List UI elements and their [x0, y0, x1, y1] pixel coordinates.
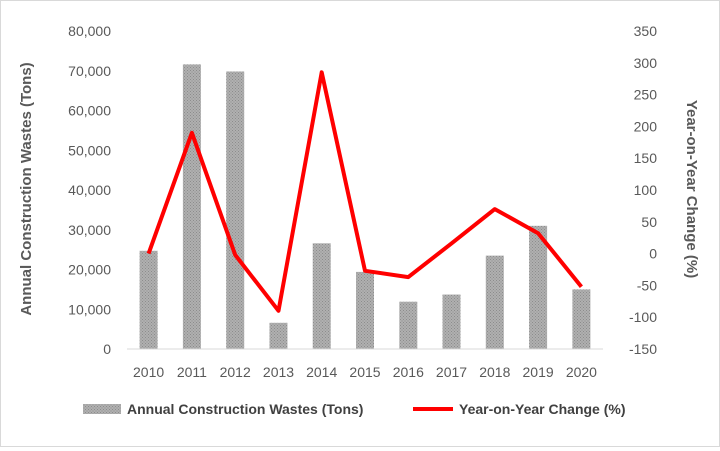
right-tick-label: 350: [634, 23, 658, 39]
x-tick-label: 2014: [306, 364, 337, 380]
bar: [572, 289, 591, 349]
right-tick-label: 0: [649, 246, 657, 262]
x-tick-label: 2020: [566, 364, 597, 380]
left-tick-label: 20,000: [68, 262, 111, 278]
x-tick-label: 2013: [263, 364, 294, 380]
left-axis-title: Annual Construction Wastes (Tons): [18, 62, 35, 315]
bar: [139, 250, 158, 349]
x-tick-label: 2017: [436, 364, 467, 380]
x-tick-label: 2018: [479, 364, 510, 380]
x-tick-label: 2011: [177, 364, 207, 380]
line-series: [146, 70, 583, 313]
bar: [269, 322, 288, 349]
bar: [226, 71, 245, 349]
bar: [442, 294, 461, 349]
right-tick-label: 200: [634, 118, 658, 134]
x-tick-label: 2019: [523, 364, 554, 380]
right-tick-label: -50: [637, 277, 657, 293]
left-axis-ticks: 0 10,000 20,000 30,000 40,000 50,000 60,000 70,…: [68, 23, 111, 357]
x-tick-label: 2010: [133, 364, 164, 380]
right-tick-label: 50: [641, 214, 657, 230]
x-tick-label: 2015: [349, 364, 380, 380]
left-tick-label: 30,000: [68, 222, 111, 238]
right-tick-label: -150: [629, 341, 657, 357]
legend-label-line: Year-on-Year Change (%): [459, 401, 626, 417]
legend-swatch-bar: [83, 404, 121, 414]
right-tick-label: 100: [634, 182, 658, 198]
bar: [529, 225, 548, 349]
bar-series: [139, 64, 591, 350]
right-tick-label: 250: [634, 87, 658, 103]
left-tick-label: 70,000: [68, 63, 111, 79]
left-tick-label: 60,000: [68, 103, 111, 119]
right-axis-ticks: -150 -100 -50 0 50 100 150 200 250 300 350: [629, 23, 657, 357]
x-tick-label: 2016: [393, 364, 424, 380]
left-tick-label: 0: [103, 341, 111, 357]
bar: [356, 271, 374, 349]
left-tick-label: 10,000: [68, 301, 111, 317]
left-tick-label: 40,000: [68, 182, 111, 198]
bar: [399, 301, 418, 349]
right-tick-label: 300: [634, 55, 658, 71]
x-axis-ticks: 2010 2011 2012 2013 2014 2015 2016 2017 2018 2019…: [133, 364, 597, 380]
left-tick-label: 80,000: [68, 23, 111, 39]
legend-label-bar: Annual Construction Wastes (Tons): [127, 401, 363, 417]
x-tick-label: 2012: [220, 364, 251, 380]
bar: [485, 255, 504, 349]
left-tick-label: 50,000: [68, 142, 111, 158]
right-axis-title: Year-on-Year Change (%): [683, 100, 700, 278]
bar: [312, 243, 331, 349]
right-tick-label: -100: [629, 309, 657, 325]
bar: [182, 64, 201, 350]
right-tick-label: 150: [634, 150, 658, 166]
legend: Annual Construction Wastes (Tons) Year-o…: [83, 401, 626, 417]
